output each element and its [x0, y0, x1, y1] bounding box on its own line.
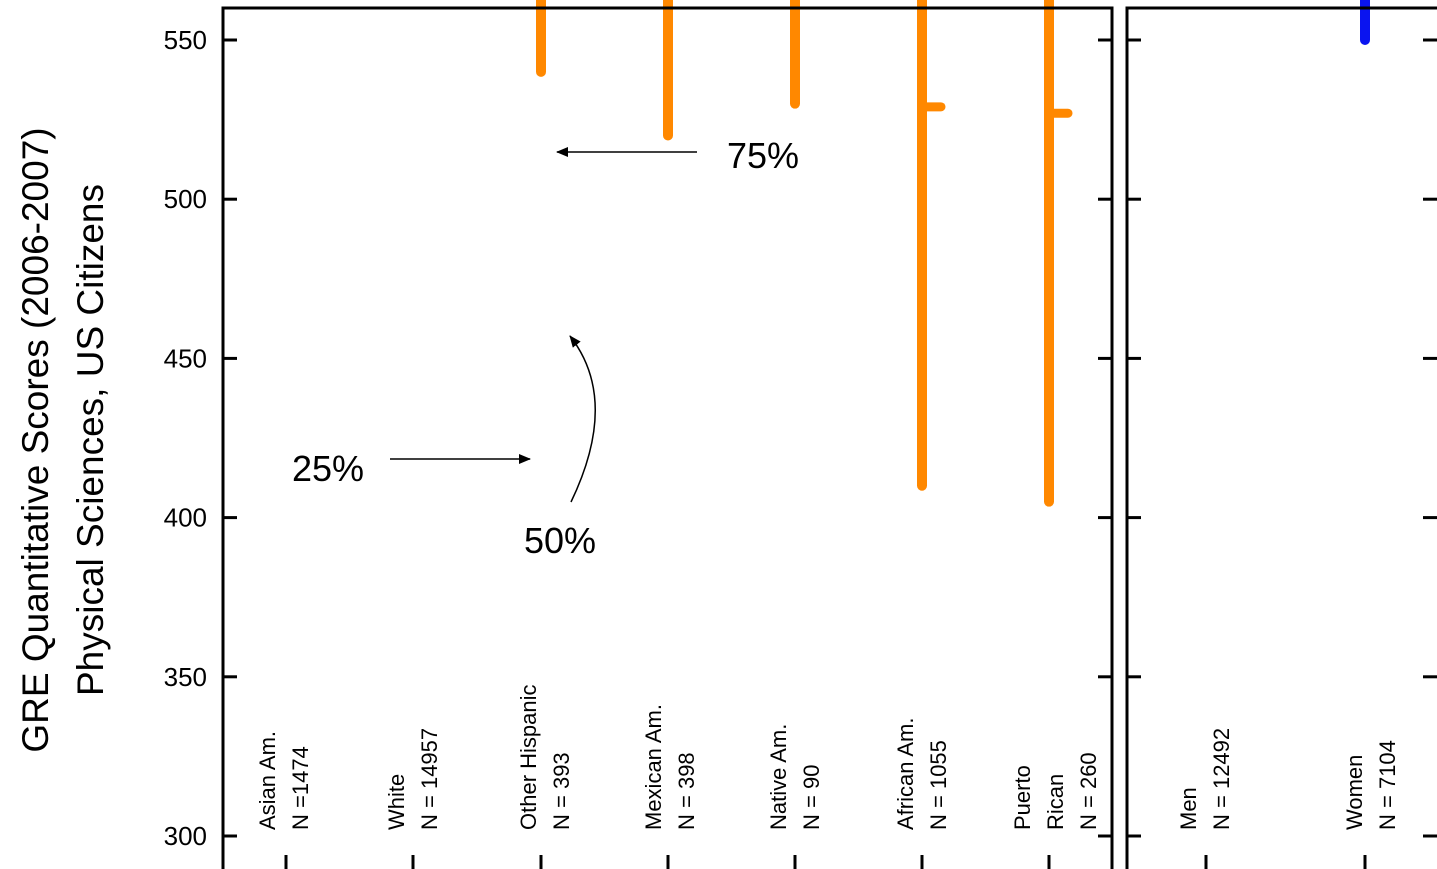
category-label-men-line-2: N = 12492	[1209, 728, 1234, 830]
y-tick-label-400: 400	[164, 503, 207, 533]
category-label-asian-am--line-1: Asian Am.	[255, 731, 280, 830]
y-axis-ticks: 300350400450500550600650700750800	[164, 25, 1437, 851]
y-axis-label-line-2: Physical Sciences, US Citizens	[70, 184, 111, 696]
y-tick-label-450: 450	[164, 343, 207, 373]
y-tick-label-500: 500	[164, 184, 207, 214]
category-label-women-line-2: N = 7104	[1375, 740, 1400, 830]
category-label-white-line-2: N = 14957	[417, 728, 442, 830]
annotation-50-label: 50%	[524, 520, 596, 561]
y-tick-label-550: 550	[164, 25, 207, 55]
y-tick-label-350: 350	[164, 662, 207, 692]
category-label-men-line-1: Men	[1176, 787, 1201, 830]
left-panel-frame	[221, 6, 1114, 869]
category-label-native-am--line-2: N = 90	[799, 765, 824, 830]
annotation-25-label: 25%	[292, 448, 364, 489]
annotation-50-arrow	[569, 335, 596, 503]
category-label-asian-am--line-2: N =1474	[288, 746, 313, 830]
annotation-75-label: 75%	[727, 135, 799, 176]
plot-area	[536, 0, 1370, 507]
category-label-puerto-line-2: Rican	[1043, 774, 1068, 830]
category-label-puerto-line-3: N = 260	[1076, 752, 1101, 830]
right-panel-frame	[1125, 6, 1437, 869]
category-label-puerto-line-1: Puerto	[1010, 765, 1035, 830]
y-axis-label-line-1: GRE Quantitative Scores (2006-2007)	[15, 127, 56, 752]
category-label-mexican-am--line-2: N = 398	[674, 752, 699, 830]
category-label-other-hispanic-line-2: N = 393	[549, 752, 574, 830]
category-label-african-am--line-2: N = 1055	[926, 740, 951, 830]
category-label-african-am--line-1: African Am.	[893, 718, 918, 830]
category-label-women-line-1: Women	[1342, 755, 1367, 830]
category-label-white-line-1: White	[384, 774, 409, 830]
category-label-other-hispanic-line-1: Other Hispanic	[516, 684, 541, 830]
category-labels: Asian Am. N =1474 White N = 14957 Other Hisp…	[255, 684, 1400, 869]
y-tick-label-300: 300	[164, 821, 207, 851]
category-label-mexican-am--line-1: Mexican Am.	[641, 704, 666, 830]
category-label-native-am--line-1: Native Am.	[766, 724, 791, 830]
